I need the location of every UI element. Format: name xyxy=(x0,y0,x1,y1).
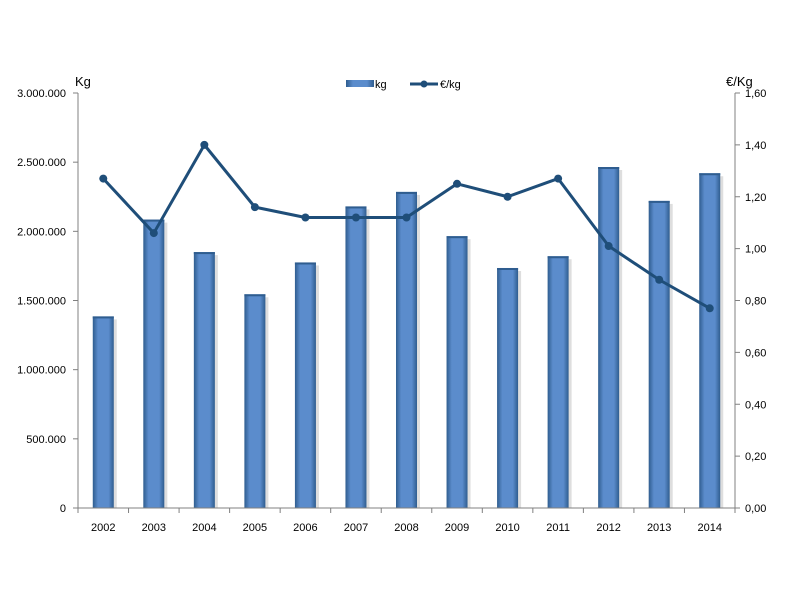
bar-kg-2011 xyxy=(547,256,569,508)
x-tick-label: 2006 xyxy=(293,522,317,534)
bars-layer xyxy=(92,167,724,509)
line-point-2003 xyxy=(149,229,158,238)
line-point-2014 xyxy=(705,304,714,313)
line-point-2002 xyxy=(99,174,108,183)
bar-top xyxy=(446,236,468,239)
x-tick-label: 2013 xyxy=(647,522,671,534)
line-point-2007 xyxy=(351,213,360,222)
bar-top xyxy=(396,191,417,194)
bar-kg-2004 xyxy=(193,252,215,508)
bar-top xyxy=(345,206,367,209)
y2-tick-label: 1,00 xyxy=(745,244,766,256)
x-tick-label: 2010 xyxy=(495,522,519,534)
bar-top xyxy=(699,173,721,176)
bar-kg-2005 xyxy=(244,294,266,508)
y-axis-title: Kg xyxy=(75,74,91,89)
ticks-layer: 0 500.000 1.000.000 1.500.000 2.000.000 2.500… xyxy=(17,88,766,534)
bar-kg-2010 xyxy=(497,267,519,508)
x-tick-label: 2004 xyxy=(192,522,216,534)
legend-label-eur: €/kg xyxy=(440,79,461,91)
bar-kg-2002 xyxy=(92,316,114,508)
y2-tick-label: 1,20 xyxy=(745,192,766,204)
x-tick-label: 2012 xyxy=(596,522,620,534)
y-tick-label: 1.000.000 xyxy=(17,365,66,377)
bar-kg-2008 xyxy=(396,191,417,509)
x-tick-label: 2002 xyxy=(91,522,115,534)
bar-top xyxy=(294,262,316,265)
bar-kg-2006 xyxy=(294,262,316,508)
line-point-2009 xyxy=(453,179,462,188)
x-tick-label: 2007 xyxy=(344,522,368,534)
line-point-2012 xyxy=(604,242,613,251)
line-point-2006 xyxy=(301,213,310,222)
y2-tick-label: 0,60 xyxy=(745,347,766,359)
bar-top xyxy=(92,316,114,319)
y2-tick-label: 1,60 xyxy=(745,88,766,100)
bar-top xyxy=(497,267,519,270)
bar-top xyxy=(598,167,620,170)
y2-tick-label: 0,20 xyxy=(745,451,766,463)
y2-tick-label: 0,40 xyxy=(745,399,766,411)
bar-top xyxy=(547,256,569,259)
x-tick-label: 2003 xyxy=(142,522,166,534)
line-point-2008 xyxy=(402,213,411,222)
y-tick-label: 2.000.000 xyxy=(17,226,66,238)
x-tick-label: 2011 xyxy=(546,522,570,534)
line-point-2013 xyxy=(655,275,664,284)
bar-kg-2014 xyxy=(699,173,721,508)
line-point-2010 xyxy=(503,192,512,201)
y-tick-label: 2.500.000 xyxy=(17,157,66,169)
legend-label-kg: kg xyxy=(375,79,387,91)
legend-marker-eur xyxy=(420,80,428,88)
y2-tick-label: 1,40 xyxy=(745,140,766,152)
bar-kg-2012 xyxy=(598,167,620,508)
y-tick-label: 1.500.000 xyxy=(17,296,66,308)
y2-axis-title: €/Kg xyxy=(726,74,753,89)
line-point-2005 xyxy=(250,203,259,212)
legend: kg €/kg xyxy=(346,79,461,91)
y-tick-label: 0 xyxy=(60,503,66,515)
bar-top xyxy=(193,252,215,255)
y-tick-label: 3.000.000 xyxy=(17,88,66,100)
bar-kg-2003 xyxy=(143,219,165,508)
bar-kg-2013 xyxy=(648,200,670,508)
bar-kg-2009 xyxy=(446,236,468,509)
legend-swatch-kg xyxy=(346,80,374,87)
bar-kg-2007 xyxy=(345,206,367,508)
y-tick-label: 500.000 xyxy=(26,434,66,446)
y2-tick-label: 0,80 xyxy=(745,296,766,308)
x-tick-label: 2014 xyxy=(697,522,721,534)
y2-tick-label: 0,00 xyxy=(745,503,766,515)
line-point-2004 xyxy=(200,140,209,149)
x-tick-label: 2009 xyxy=(445,522,469,534)
bar-top xyxy=(244,294,266,297)
x-tick-label: 2005 xyxy=(243,522,267,534)
bar-top xyxy=(648,200,670,203)
x-tick-label: 2008 xyxy=(394,522,418,534)
line-point-2011 xyxy=(554,174,563,183)
bar-top xyxy=(143,219,165,222)
line-layer xyxy=(99,140,714,313)
